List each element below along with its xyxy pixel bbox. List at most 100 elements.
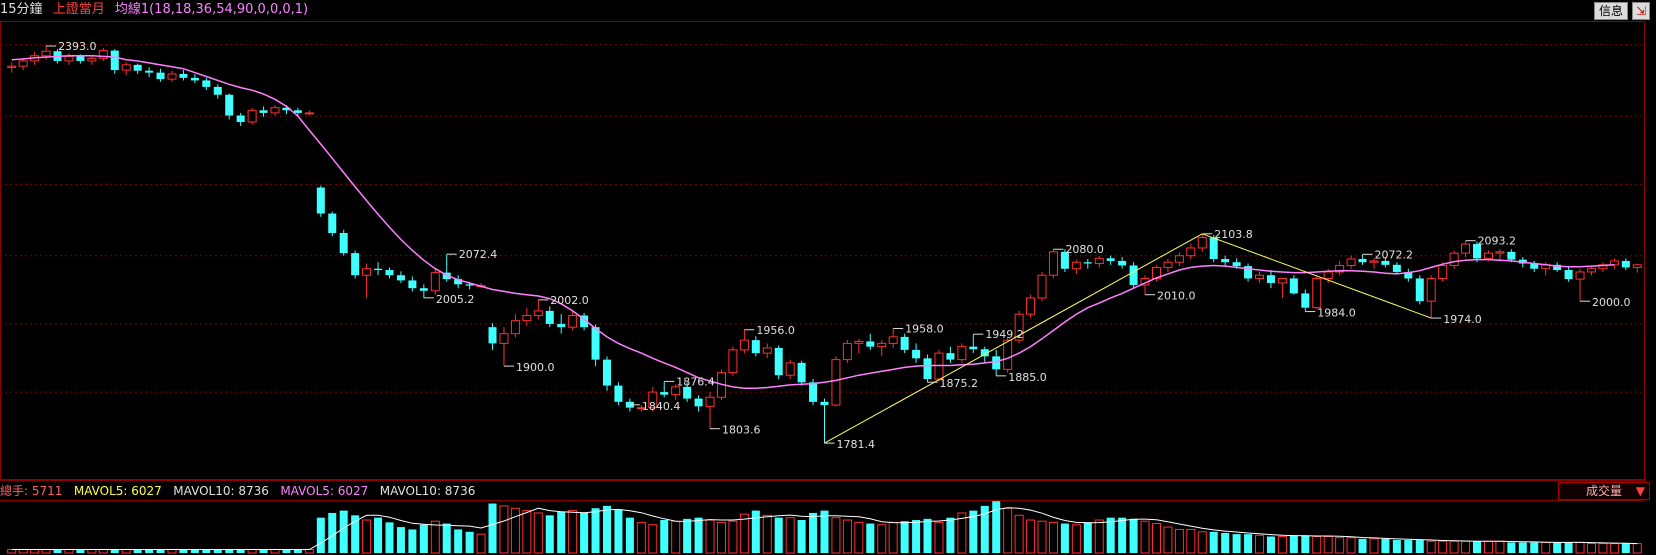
volume-bar-16 — [190, 549, 199, 553]
candle-body-34 — [396, 275, 405, 281]
candle-body-128 — [1473, 244, 1482, 259]
candle-body-58 — [671, 386, 681, 396]
volume-bar-140 — [1609, 543, 1619, 554]
volume-bar-136 — [1564, 542, 1573, 553]
volume-bar-95 — [1094, 519, 1104, 554]
candle-body-106 — [1221, 258, 1230, 263]
candle-body-44 — [510, 320, 520, 335]
candle-body-57 — [660, 392, 669, 395]
volume-bar-12 — [145, 549, 154, 553]
candle-body-127 — [1461, 243, 1471, 254]
volume-bar-70 — [809, 512, 818, 553]
volume-bar-128 — [1473, 541, 1482, 553]
candle-body-65 — [751, 340, 760, 354]
price-label-10: 1958.0 — [905, 322, 944, 335]
price-label-14: 2080.0 — [1065, 243, 1104, 256]
candle-body-89 — [1026, 297, 1036, 315]
volume-bar-28 — [328, 512, 337, 553]
volume-bar-30 — [351, 515, 360, 553]
volume-bar-113 — [1301, 535, 1310, 553]
indicator-selector[interactable]: 成交量 ▼ — [1558, 482, 1650, 500]
candle-body-108 — [1244, 266, 1253, 279]
candle-body-107 — [1232, 262, 1241, 267]
volume-bar-87 — [1003, 507, 1013, 554]
candle-body-53 — [614, 385, 623, 402]
volume-bar-120 — [1381, 538, 1390, 553]
volume-bar-75 — [866, 523, 875, 553]
price-label-1: 2072.4 — [459, 248, 498, 261]
ma-indicator-label[interactable]: 均線1(18,18,36,54,90,0,0,0,1) — [114, 2, 309, 17]
volume-bar-13 — [156, 549, 165, 553]
candle-body-60 — [694, 398, 703, 407]
volume-bar-29 — [339, 510, 348, 553]
volume-bar-116 — [1335, 537, 1345, 554]
volume-bar-89 — [1026, 519, 1036, 554]
trend-line-1 — [1202, 233, 1432, 319]
volume-bar-129 — [1483, 540, 1493, 554]
volume-bar-126 — [1449, 540, 1459, 554]
candle-body-26 — [304, 112, 314, 115]
candle-body-94 — [1083, 262, 1092, 264]
candle-body-73 — [842, 342, 852, 361]
info-button[interactable]: 信息 — [1593, 2, 1628, 20]
volume-bar-131 — [1507, 542, 1516, 553]
candle-body-86 — [992, 356, 1001, 370]
candle-body-67 — [774, 347, 783, 376]
candle-body-66 — [762, 347, 772, 354]
volume-bar-40 — [465, 531, 474, 553]
price-label-4: 2002.0 — [550, 294, 589, 307]
candle-body-120 — [1381, 260, 1390, 265]
candle-body-114 — [1312, 277, 1322, 309]
volume-bar-57 — [660, 520, 669, 553]
candle-body-28 — [328, 213, 337, 234]
volume-bar-133 — [1530, 542, 1539, 553]
candle-body-61 — [705, 396, 715, 407]
volume-bar-54 — [625, 517, 634, 553]
candle-body-83 — [957, 346, 967, 361]
volume-bar-73 — [842, 519, 852, 554]
candle-body-16 — [190, 77, 199, 81]
candle-body-32 — [374, 268, 383, 271]
volume-bar-38 — [442, 523, 451, 553]
candle-body-8 — [98, 50, 108, 59]
volume-bar-85 — [980, 505, 989, 553]
candle-body-45 — [522, 314, 532, 322]
volume-bar-86 — [992, 501, 1001, 553]
candle-body-92 — [1060, 251, 1069, 269]
volume-bar-27 — [316, 517, 325, 553]
volume-bar-18 — [213, 549, 222, 553]
price-label-20: 2093.2 — [1478, 235, 1517, 248]
candle-body-88 — [1014, 313, 1024, 341]
volume-bar-59 — [683, 518, 692, 553]
candle-body-70 — [809, 382, 818, 402]
volume-bar-122 — [1404, 540, 1413, 553]
timeframe-label[interactable]: 15分鐘 — [0, 2, 43, 17]
candle-body-105 — [1209, 237, 1218, 259]
volume-bar-19 — [225, 549, 234, 553]
candle-body-5 — [64, 55, 74, 62]
volume-bar-142 — [1632, 543, 1642, 554]
candle-body-77 — [888, 336, 898, 344]
symbol-label[interactable]: 上證當月 — [52, 2, 105, 17]
volume-bar-50 — [580, 512, 589, 553]
candle-body-52 — [602, 359, 612, 386]
mavol10-label: MAVOL10: 8736 — [173, 484, 269, 498]
candle-body-130 — [1495, 251, 1505, 254]
volume-bar-44 — [510, 507, 520, 554]
volume-bar-107 — [1232, 534, 1241, 553]
price-label-2: 2005.2 — [436, 293, 475, 306]
candle-body-64 — [739, 339, 749, 351]
candle-body-104 — [1197, 237, 1207, 249]
volume-bar-103 — [1186, 528, 1196, 554]
candle-body-51 — [591, 327, 600, 360]
volume-bar-127 — [1461, 540, 1471, 554]
exit-icon[interactable]: ⇲ — [1632, 2, 1650, 20]
candle-body-125 — [1438, 264, 1448, 279]
volume-bar-61 — [705, 519, 715, 554]
candle-body-42 — [488, 327, 497, 344]
price-label-12: 1949.2 — [985, 328, 1024, 341]
volume-bar-55 — [636, 521, 646, 554]
volume-bar-141 — [1621, 543, 1630, 553]
volume-bar-43 — [499, 505, 509, 554]
